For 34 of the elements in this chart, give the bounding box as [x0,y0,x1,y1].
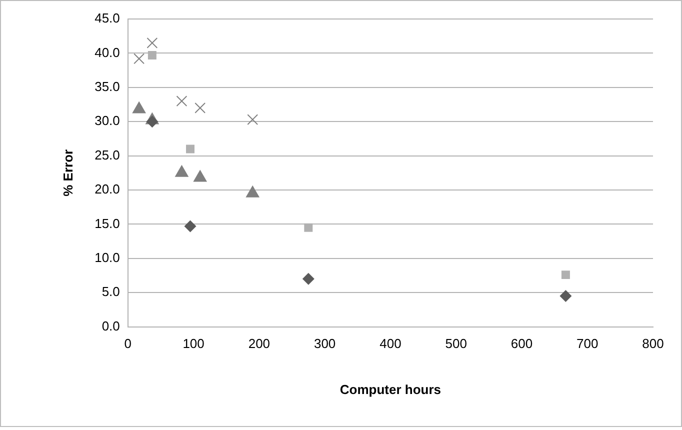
x-tick-label: 800 [642,336,664,352]
point [146,116,158,128]
point [146,37,158,48]
point [302,272,314,285]
x-tick-label: 400 [380,336,402,352]
y-tick-label: 0.0 [102,318,120,334]
point [186,144,194,154]
y-tick-label: 10.0 [94,250,120,265]
point [247,114,258,125]
y-tick-label: 45.0 [94,10,120,26]
x-tick-label: 0 [124,336,132,352]
x-tick-label: 700 [576,336,598,352]
y-tick-label: 25.0 [94,147,120,162]
point [184,220,196,232]
x-axis-title: Computer hours [340,382,442,397]
point [304,223,313,232]
point [194,102,206,114]
point [560,290,572,302]
y-tick-label: 20.0 [94,182,120,197]
y-tick-label: 35.0 [94,78,120,94]
x-tick-label: 300 [314,336,336,352]
point [561,270,570,280]
y-tick-label: 15.0 [94,216,120,231]
x-tick-label: 200 [248,336,270,352]
point [134,53,145,64]
point [176,96,188,107]
x-tick-label: 100 [182,336,204,352]
y-tick-label: 30.0 [94,113,120,128]
x-tick-label: 600 [510,336,533,352]
y-tick-label: 5.0 [102,284,120,300]
y-axis-title: % Error [60,149,76,196]
point [148,51,156,60]
x-tick-label: 500 [445,336,467,352]
y-tick-label: 40.0 [94,44,120,60]
